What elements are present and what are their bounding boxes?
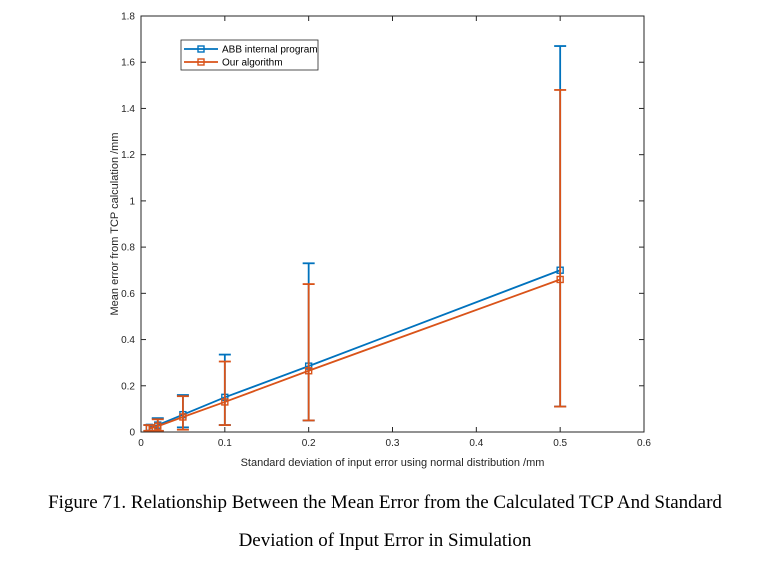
marker-ours	[179, 413, 187, 421]
chart: 0 0.1 0.2 0.3 0.4 0.5 0.6 0 0.2 0.4 0.6 0.8 1 1.2 1.4…	[109, 12, 651, 470]
y-tick-label: 0	[129, 428, 135, 439]
series-line-ours	[149, 278, 561, 430]
axes-box	[140, 15, 645, 433]
series-ours	[143, 89, 567, 433]
figure-caption-line-1: Figure 71. Relationship Between the Mean…	[48, 492, 722, 513]
y-tick-label: 1.8	[121, 12, 135, 23]
y-tick-label: 0.2	[121, 381, 135, 392]
legend-label-ours: Our algorithm	[222, 58, 283, 69]
legend-marker-ours	[197, 58, 205, 66]
x-tick-label: 0	[138, 438, 144, 449]
y-tick-label: 1.6	[121, 58, 135, 69]
legend-label-abb: ABB internal program	[222, 45, 318, 56]
y-tick-label: 0.4	[121, 335, 135, 346]
x-axis-label: Standard deviation of input error using …	[241, 457, 545, 469]
y-tick-label: 1	[129, 196, 135, 207]
plot-area	[141, 16, 644, 432]
marker-ours	[221, 398, 229, 406]
x-tick-labels: 0 0.1 0.2 0.3 0.4 0.5 0.6	[138, 438, 651, 449]
x-tick-label: 0.3	[386, 438, 400, 449]
marker-ours	[154, 422, 162, 430]
x-tick-label: 0.5	[553, 438, 567, 449]
marker-ours	[304, 367, 313, 375]
series-line-abb	[149, 269, 561, 429]
x-tick-label: 0.2	[302, 438, 316, 449]
y-tick-label: 1.4	[121, 104, 135, 115]
legend-marker-abb	[197, 45, 205, 53]
legend: ABB internal program Our algorithm	[180, 39, 319, 71]
x-tick-label: 0.4	[469, 438, 483, 449]
series-layer	[143, 45, 567, 433]
y-axis-label: Mean error from TCP calculation /mm	[109, 133, 121, 316]
y-tick-labels: 0 0.2 0.4 0.6 0.8 1 1.2 1.4 1.6 1.8	[121, 12, 135, 439]
marker-ours	[556, 275, 564, 284]
x-tick-label: 0.1	[218, 438, 232, 449]
y-tick-label: 0.8	[121, 243, 135, 254]
figure-caption-line-2: Deviation of Input Error in Simulation	[238, 530, 532, 551]
x-tick-label: 0.6	[637, 438, 651, 449]
y-tick-label: 1.2	[121, 150, 135, 161]
y-tick-label: 0.6	[121, 289, 135, 300]
